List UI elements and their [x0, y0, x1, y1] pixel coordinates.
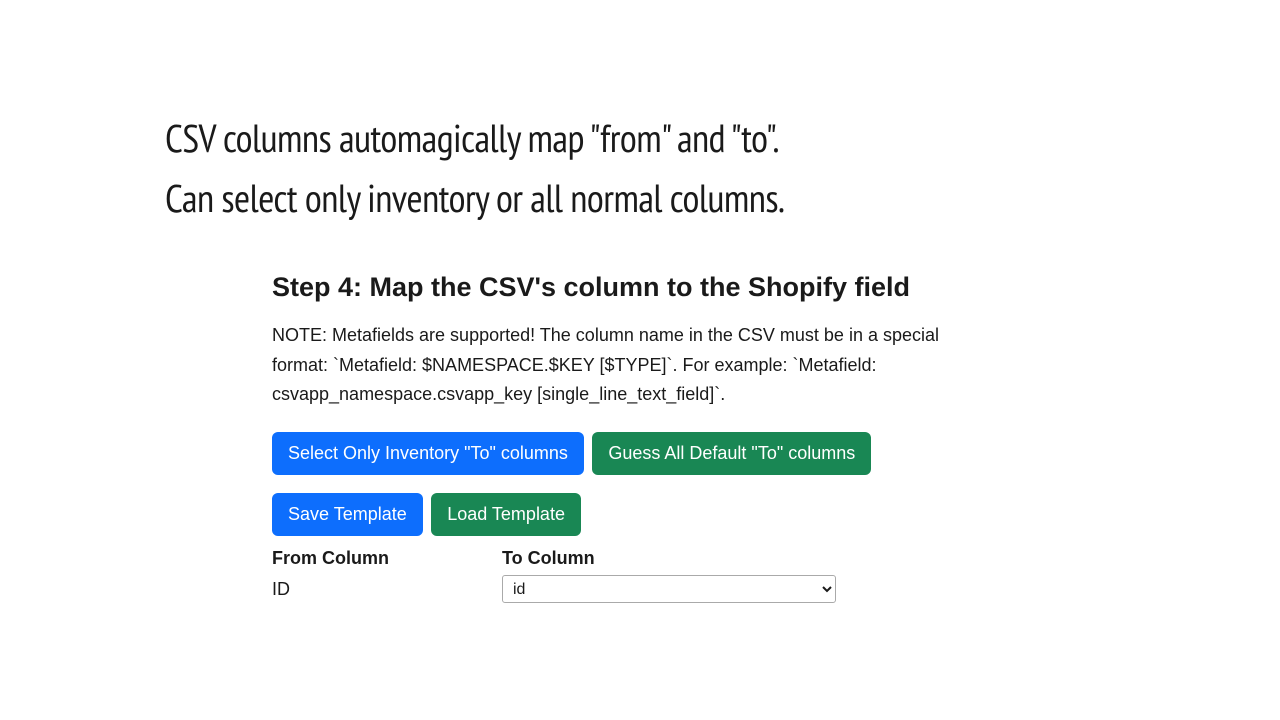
caption-text: CSV columns automagically map "from" and…	[165, 108, 785, 229]
caption-line1: CSV columns automagically map "from" and…	[165, 108, 785, 168]
from-column-header: From Column	[272, 548, 502, 569]
mapping-panel: Step 4: Map the CSV's column to the Shop…	[272, 272, 1032, 603]
caption-line2: Can select only inventory or all normal …	[165, 168, 785, 228]
from-column-value: ID	[272, 579, 502, 600]
template-buttons: Save Template Load Template	[272, 493, 1032, 536]
step-heading: Step 4: Map the CSV's column to the Shop…	[272, 272, 1032, 303]
note-text: NOTE: Metafields are supported! The colu…	[272, 321, 992, 410]
guess-all-button[interactable]: Guess All Default "To" columns	[592, 432, 871, 475]
mapping-row: ID id	[272, 575, 1032, 603]
load-template-button[interactable]: Load Template	[431, 493, 581, 536]
column-headers: From Column To Column	[272, 548, 1032, 569]
select-inventory-button[interactable]: Select Only Inventory "To" columns	[272, 432, 584, 475]
save-template-button[interactable]: Save Template	[272, 493, 423, 536]
to-column-header: To Column	[502, 548, 1032, 569]
to-column-select[interactable]: id	[502, 575, 836, 603]
column-selection-buttons: Select Only Inventory "To" columns Guess…	[272, 432, 1032, 475]
